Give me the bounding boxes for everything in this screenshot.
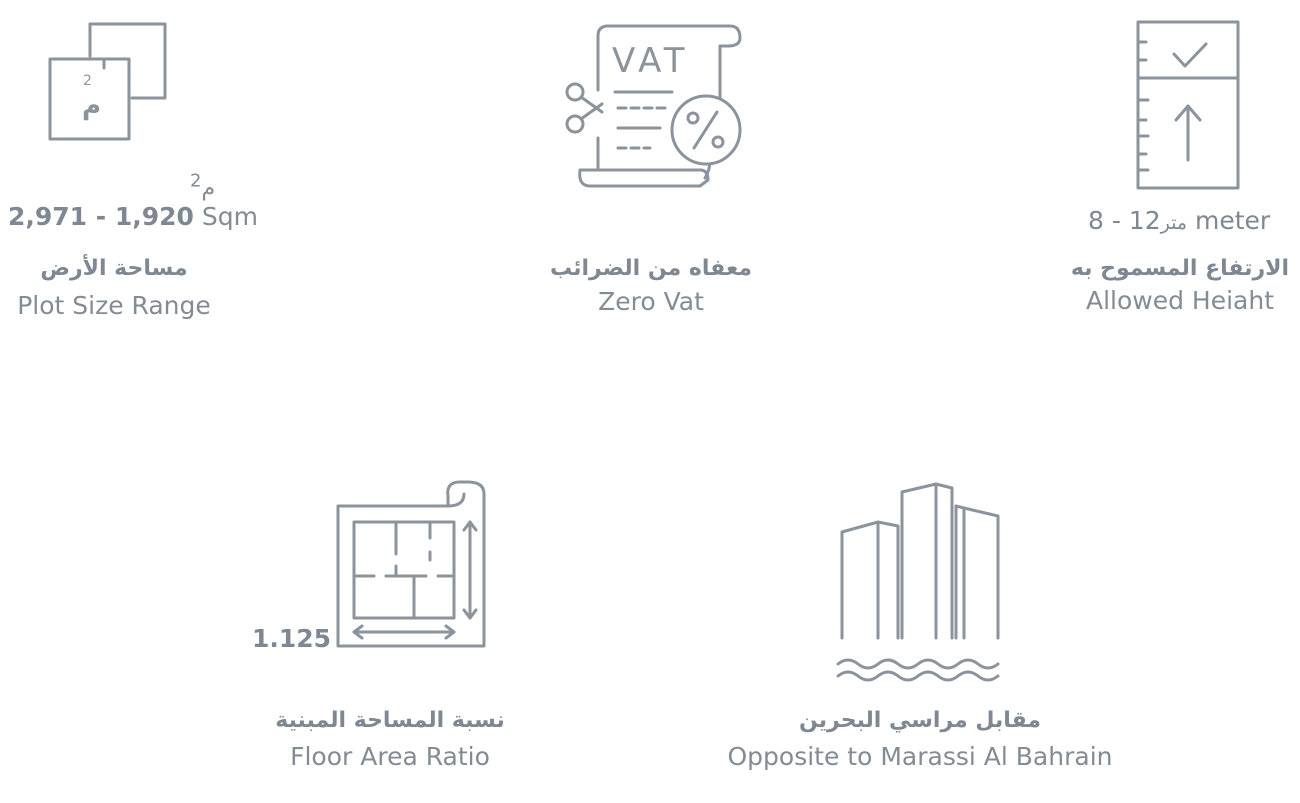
- svg-text:م: م: [82, 91, 101, 121]
- floor-plan-icon: [336, 480, 488, 652]
- far-label-en: Floor Area Ratio: [290, 742, 490, 771]
- area-squares-icon: م 2: [46, 20, 170, 144]
- location-label-en: Opposite to Marassi Al Bahrain: [727, 742, 1113, 771]
- vat-label-en: Zero Vat: [598, 287, 704, 316]
- plot-size-value: 2,971 - 1,920 Sqm: [8, 202, 258, 231]
- svg-text:2: 2: [83, 73, 92, 89]
- height-ruler-icon: [1136, 20, 1242, 192]
- height-value: متر12 - 8 meter: [1088, 206, 1270, 235]
- height-label-en: Allowed Heiaht: [1085, 286, 1275, 315]
- plot-size-unit-en: Sqm: [201, 202, 258, 231]
- plot-size-unit-ar-text: م: [201, 176, 216, 201]
- far-value: 1.125: [252, 624, 332, 653]
- plot-size-unit-ar: م2: [190, 172, 216, 201]
- far-label-ar: نسبة المساحة المبنية: [275, 708, 505, 733]
- plot-size-label-en: Plot Size Range: [17, 291, 211, 320]
- height-unit-ar: متر: [1160, 212, 1188, 234]
- svg-text:VAT: VAT: [612, 41, 689, 81]
- buildings-waterfront-icon: [834, 480, 1014, 682]
- vat-label-ar: معفاه من الضرائب: [549, 256, 753, 281]
- location-label-ar: مقابل مراسي البحرين: [798, 708, 1042, 733]
- height-label-ar: الارتفاع المسموح به: [1070, 256, 1290, 281]
- plot-size-range: 2,971 - 1,920: [8, 202, 194, 231]
- vat-receipt-icon: VAT: [560, 20, 745, 190]
- plot-size-label-ar: مساحة الأرض: [40, 256, 188, 281]
- height-range: 12 - 8 meter: [1088, 206, 1271, 235]
- plot-size-unit-sup: 2: [190, 170, 202, 192]
